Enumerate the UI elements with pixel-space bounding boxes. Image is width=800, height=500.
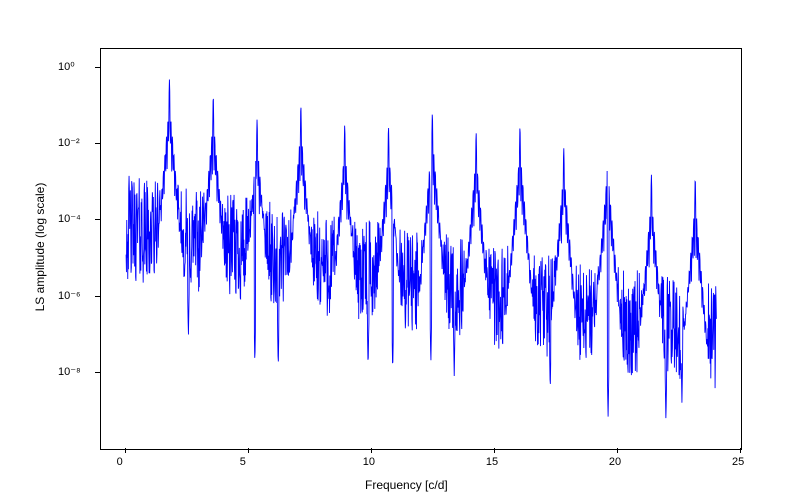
y-tick [95,143,100,144]
plot-area [100,48,742,450]
y-axis-label: LS amplitude (log scale) [33,167,47,327]
x-tick [248,448,249,453]
x-tick-label: 20 [609,456,621,468]
x-tick-label: 0 [117,456,123,468]
x-tick [125,448,126,453]
x-tick [494,448,495,453]
y-tick [95,219,100,220]
spectrum-line [101,49,741,449]
x-tick [371,448,372,453]
y-tick [95,67,100,68]
x-tick [740,448,741,453]
figure-container: 0 5 10 15 20 25 10⁻⁸ 10⁻⁶ 10⁻⁴ 10⁻² 10⁰ Frequency … [0,0,800,500]
x-tick [617,448,618,453]
y-tick [95,372,100,373]
y-tick-label: 10⁻⁸ [58,365,81,378]
y-tick [95,296,100,297]
spectrum-path [126,79,716,418]
x-tick-label: 5 [240,456,246,468]
y-tick-label: 10⁻² [58,136,80,149]
y-tick-label: 10⁰ [58,60,75,73]
x-tick-label: 25 [732,456,744,468]
x-tick-label: 15 [486,456,498,468]
y-tick-label: 10⁻⁴ [58,212,81,225]
x-axis-label: Frequency [c/d] [365,478,448,492]
x-tick-label: 10 [363,456,375,468]
y-tick-label: 10⁻⁶ [58,289,81,302]
